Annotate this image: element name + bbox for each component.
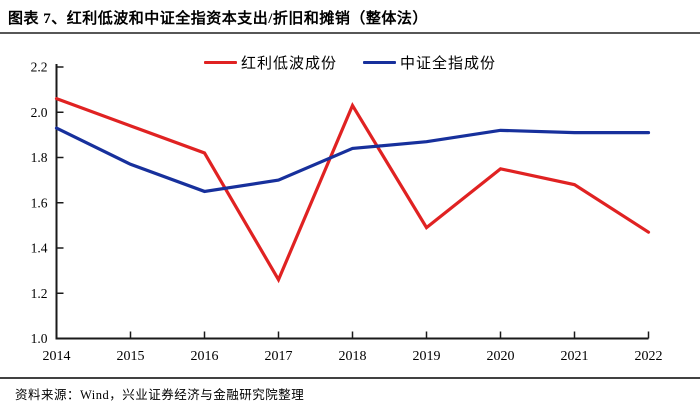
svg-text:2016: 2016: [191, 349, 219, 364]
data-source-note: 资料来源：Wind，兴业证券经济与金融研究院整理: [15, 388, 305, 402]
svg-text:1.4: 1.4: [31, 241, 48, 256]
svg-text:2022: 2022: [635, 349, 663, 364]
chart-legend: 红利低波成份 中证全指成份: [0, 52, 700, 73]
title-divider-line: [0, 32, 700, 34]
footer-divider-line: [0, 377, 700, 379]
svg-text:2014: 2014: [43, 349, 71, 364]
svg-text:2020: 2020: [487, 349, 515, 364]
legend-label-dividend-lowvol: 红利低波成份: [240, 56, 337, 72]
svg-text:2019: 2019: [413, 349, 441, 364]
svg-text:2.2: 2.2: [31, 60, 48, 75]
legend-item-dividend-lowvol: 红利低波成份: [203, 52, 337, 73]
svg-text:1.2: 1.2: [31, 286, 48, 301]
legend-item-csi-allshare: 中证全指成份: [363, 52, 496, 73]
red-line-swatch-icon: [203, 60, 237, 65]
legend-label-csi-allshare: 中证全指成份: [400, 56, 497, 72]
svg-text:2.0: 2.0: [31, 105, 48, 120]
blue-line-swatch-icon: [363, 60, 396, 65]
svg-text:2017: 2017: [265, 349, 293, 364]
svg-text:1.6: 1.6: [31, 195, 48, 210]
svg-text:2021: 2021: [561, 349, 589, 364]
svg-text:2015: 2015: [117, 349, 145, 364]
svg-text:2018: 2018: [339, 349, 367, 364]
figure-title: 图表 7、红利低波和中证全指资本支出/折旧和摊销（整体法）: [8, 11, 428, 27]
svg-text:1.8: 1.8: [31, 150, 48, 165]
svg-text:1.0: 1.0: [31, 331, 48, 346]
